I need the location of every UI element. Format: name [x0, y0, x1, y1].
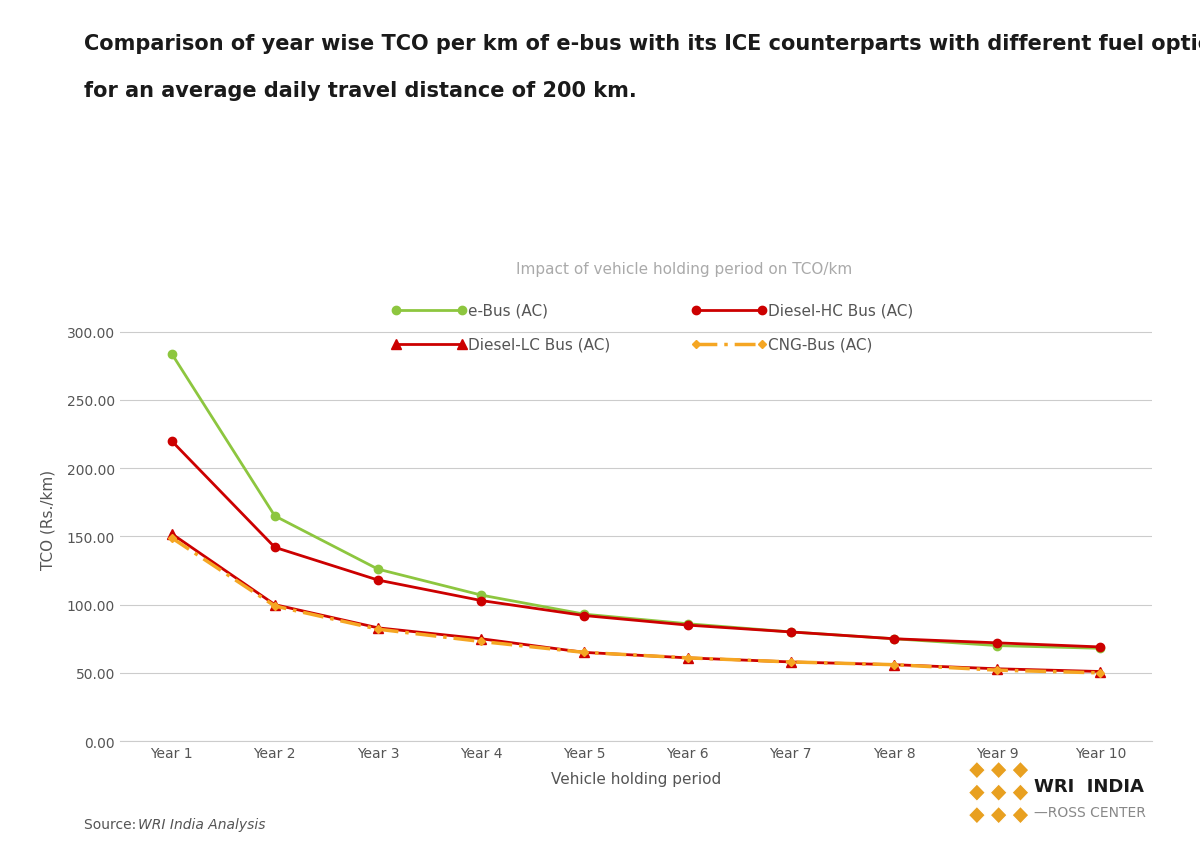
Polygon shape	[990, 806, 1007, 824]
Polygon shape	[1012, 762, 1030, 779]
Text: Diesel-HC Bus (AC): Diesel-HC Bus (AC)	[768, 303, 913, 319]
Text: Source:: Source:	[84, 817, 140, 831]
Y-axis label: TCO (Rs./km): TCO (Rs./km)	[41, 469, 55, 570]
Text: —ROSS CENTER: —ROSS CENTER	[1034, 805, 1146, 819]
Polygon shape	[1012, 784, 1030, 802]
Polygon shape	[968, 806, 985, 824]
Polygon shape	[968, 762, 985, 779]
Polygon shape	[990, 762, 1007, 779]
Text: for an average daily travel distance of 200 km.: for an average daily travel distance of …	[84, 81, 637, 101]
Text: Diesel-LC Bus (AC): Diesel-LC Bus (AC)	[468, 337, 611, 353]
Text: CNG-Bus (AC): CNG-Bus (AC)	[768, 337, 872, 353]
Polygon shape	[1012, 806, 1030, 824]
Text: WRI  INDIA: WRI INDIA	[1034, 777, 1145, 796]
Text: WRI India Analysis: WRI India Analysis	[138, 817, 265, 831]
Text: Comparison of year wise TCO per km of e-bus with its ICE counterparts with diffe: Comparison of year wise TCO per km of e-…	[84, 34, 1200, 54]
Polygon shape	[990, 784, 1007, 802]
X-axis label: Vehicle holding period: Vehicle holding period	[551, 771, 721, 786]
Text: e-Bus (AC): e-Bus (AC)	[468, 303, 548, 319]
Text: Impact of vehicle holding period on TCO/km: Impact of vehicle holding period on TCO/…	[516, 262, 852, 277]
Polygon shape	[968, 784, 985, 802]
